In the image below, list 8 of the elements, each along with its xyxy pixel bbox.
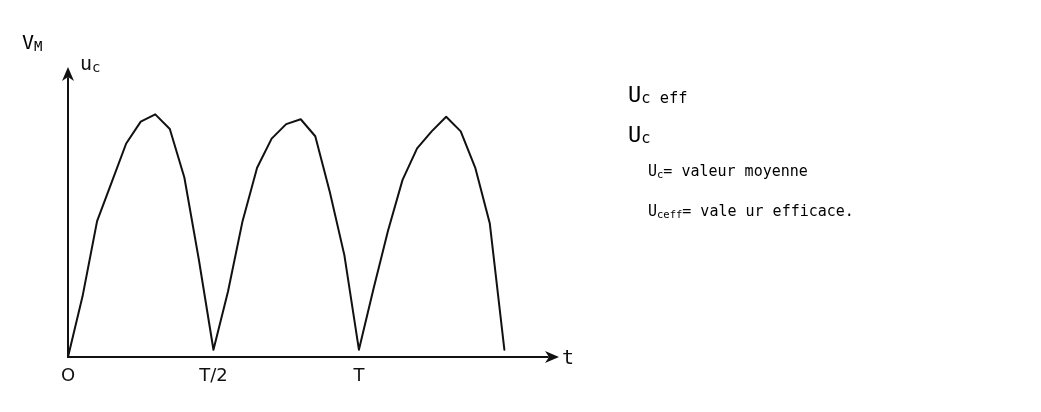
x-axis-title: t (562, 345, 575, 369)
x-tick-label: T (352, 363, 366, 385)
y-axis-title: uc (80, 51, 101, 75)
x-tick-label: T/2 (198, 363, 228, 385)
text: Uceff= vale ur efficace. (648, 201, 854, 220)
text: VM (22, 30, 43, 54)
text: Uc= valeur moyenne (648, 161, 808, 180)
x-tick-label: O (60, 363, 76, 385)
